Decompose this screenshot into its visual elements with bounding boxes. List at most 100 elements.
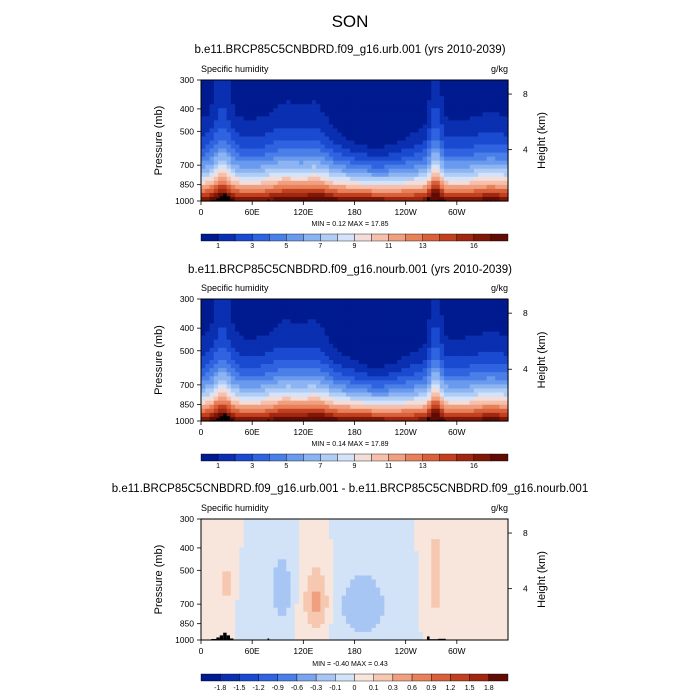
field-cell <box>273 355 279 361</box>
field-cell <box>337 168 343 174</box>
field-cell <box>431 351 437 357</box>
field-cell <box>230 160 236 166</box>
field-cell <box>469 311 475 316</box>
field-cell <box>324 315 330 320</box>
field-cell <box>341 140 347 146</box>
panel-title: b.e11.BRCP85C5CNBDRD.f09_g16.urb.001 (yr… <box>194 44 505 56</box>
field-cell <box>503 392 509 398</box>
field-cell <box>448 531 454 536</box>
field-cell <box>405 152 411 158</box>
field-cell <box>418 168 424 174</box>
field-cell <box>469 408 475 414</box>
field-cell <box>337 351 343 357</box>
field-cell <box>247 372 253 377</box>
field-cell <box>367 343 373 349</box>
panel-title: b.e11.BRCP85C5CNBDRD.f09_g16.urb.001 - b… <box>112 483 588 495</box>
colorbar-swatch <box>320 233 338 242</box>
field-cell <box>409 164 415 170</box>
field-cell <box>235 172 240 178</box>
field-cell <box>469 92 475 97</box>
field-cell <box>294 100 300 105</box>
field-cell <box>218 539 223 544</box>
field-cell <box>380 172 385 178</box>
field-cell <box>418 311 424 316</box>
field-cell <box>341 360 347 365</box>
field-cell <box>380 180 385 186</box>
field-cell <box>226 347 232 353</box>
field-cell <box>213 152 219 158</box>
field-cell <box>473 416 479 422</box>
field-cell <box>380 351 385 357</box>
field-cell <box>337 80 343 85</box>
field-cell <box>380 164 385 170</box>
field-cell <box>226 124 232 129</box>
field-cell <box>465 303 471 308</box>
field-cell <box>499 196 505 202</box>
field-cell <box>328 327 334 333</box>
field-cell <box>482 372 488 377</box>
field-cell <box>235 188 240 194</box>
colorbar-label: 1 <box>216 463 220 470</box>
field-cell <box>311 124 317 129</box>
field-cell <box>230 164 236 170</box>
field-cell <box>328 112 334 117</box>
field-cell <box>209 351 215 357</box>
field-cell <box>418 172 424 178</box>
field-cell <box>392 392 398 398</box>
field-cell <box>414 400 420 406</box>
field-cell <box>401 120 407 125</box>
field-cell <box>392 184 398 190</box>
lon-tick-label: 120W <box>395 207 417 217</box>
field-cell <box>235 404 240 410</box>
field-cell <box>341 128 347 134</box>
field-cell <box>473 180 479 186</box>
field-cell <box>213 412 219 418</box>
field-cell <box>469 376 475 381</box>
field-cell <box>388 303 394 308</box>
field-cell <box>367 108 373 113</box>
field-cell <box>320 104 326 109</box>
field-cell <box>371 396 377 402</box>
field-cell <box>282 343 287 349</box>
field-cell <box>290 156 296 162</box>
field-cell <box>358 519 364 524</box>
field-cell <box>324 416 330 422</box>
field-cell <box>439 404 445 410</box>
field-cell <box>409 303 415 308</box>
field-cell <box>444 144 449 150</box>
field-cell <box>324 323 330 329</box>
field-cell <box>405 355 411 361</box>
field-cell <box>435 319 441 324</box>
field-cell <box>303 168 309 174</box>
field-cell <box>341 347 347 353</box>
field-cell <box>213 120 219 125</box>
field-cell <box>405 116 411 121</box>
field-cell <box>422 84 428 89</box>
field-cell <box>350 380 356 385</box>
field-cell <box>397 84 402 89</box>
field-cell <box>252 128 258 134</box>
field-cell <box>439 392 445 398</box>
field-cell <box>490 351 496 357</box>
field-cell <box>252 132 258 138</box>
field-cell <box>303 364 309 369</box>
field-cell <box>337 180 343 186</box>
field-cell <box>307 388 313 394</box>
field-cell <box>482 539 488 544</box>
field-cell <box>209 311 215 316</box>
field-cell <box>286 543 292 548</box>
field-cell <box>269 188 275 194</box>
field-cell <box>380 188 385 194</box>
field-cell <box>401 152 407 158</box>
field-cell <box>495 355 501 361</box>
field-cell <box>486 380 492 385</box>
field-cell <box>299 136 304 142</box>
field-cell <box>277 543 283 548</box>
field-cell <box>363 351 368 357</box>
field-cell <box>328 96 334 101</box>
field-cell <box>363 404 368 410</box>
field-cell <box>375 116 381 121</box>
field-cell <box>456 372 462 377</box>
field-cell <box>260 180 266 186</box>
field-cell <box>456 80 462 85</box>
